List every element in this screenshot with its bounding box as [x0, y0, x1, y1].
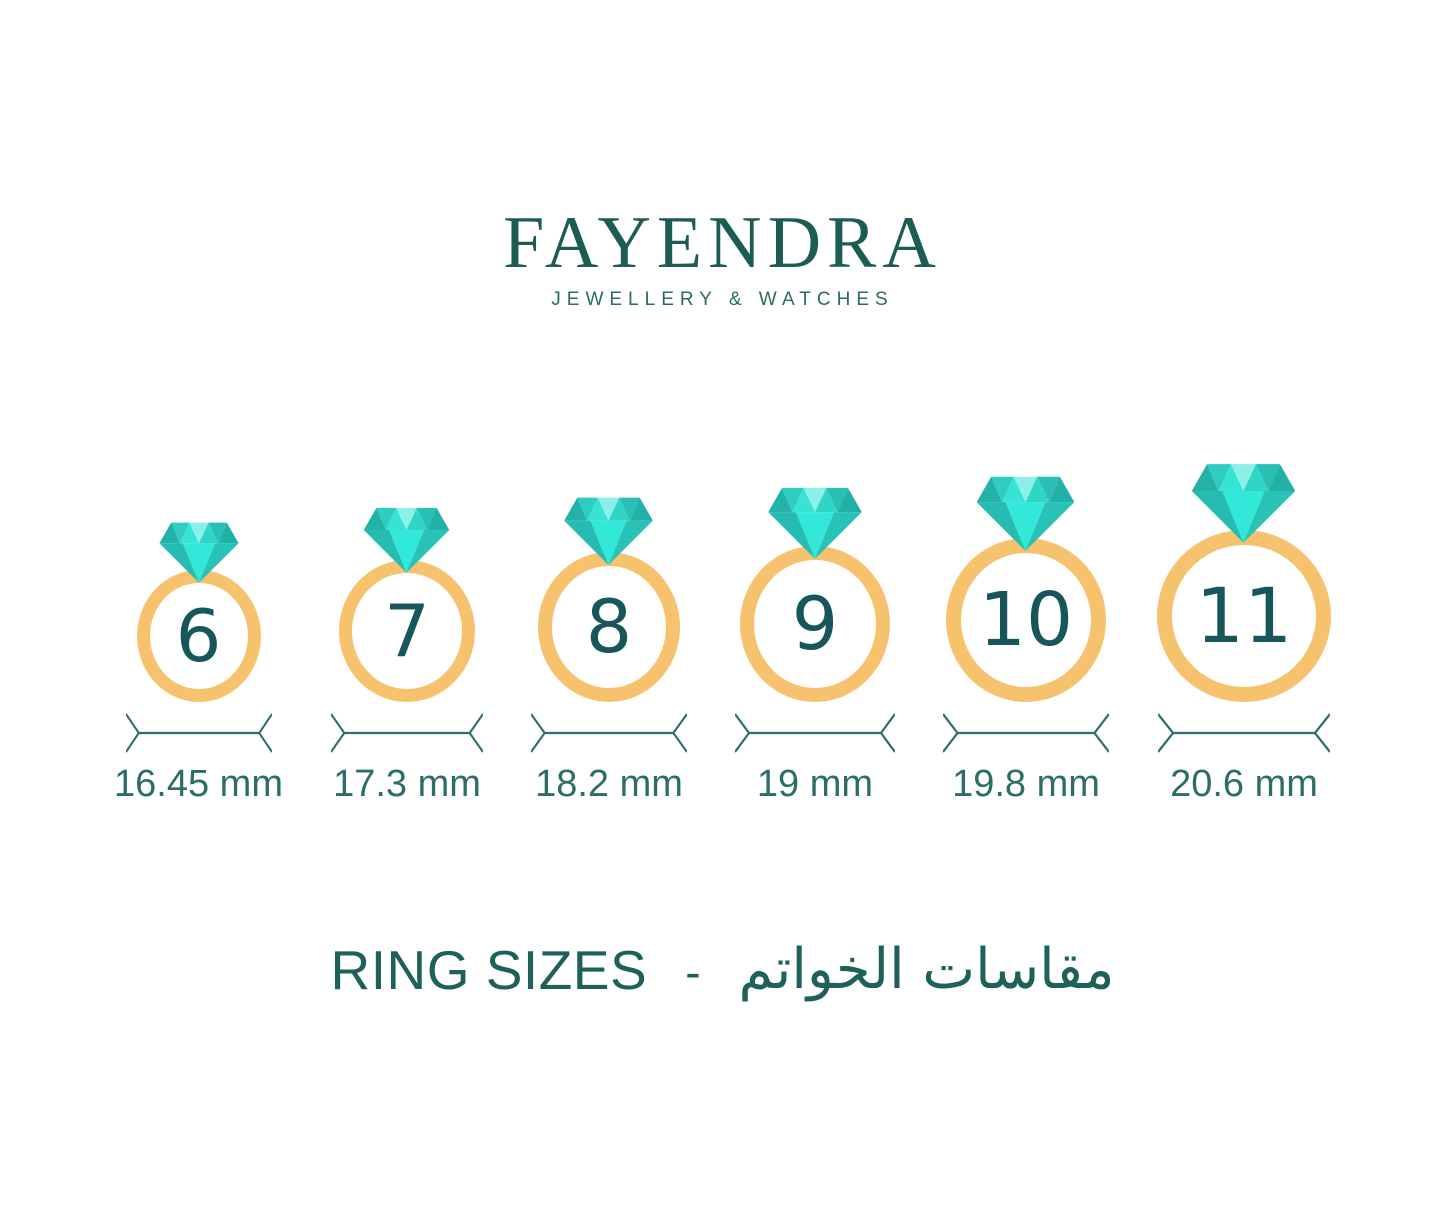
ring-size-number: 11 — [1195, 571, 1293, 660]
ring-band: 10 — [945, 538, 1106, 702]
ring-size-number: 9 — [791, 581, 839, 667]
brand-logo: FAYENDRA JEWELLERY & WATCHES — [0, 206, 1445, 311]
ring-size-number: 6 — [175, 594, 222, 678]
diamond-icon — [768, 487, 862, 559]
ring-band: 9 — [739, 546, 890, 702]
diameter-label: 18.2 mm — [535, 763, 683, 805]
ring-size-number: 10 — [978, 577, 1074, 663]
diameter-label: 20.6 mm — [1170, 763, 1318, 805]
ring-size-number: 8 — [585, 584, 633, 670]
ring-band: 7 — [338, 560, 475, 702]
diameter-label: 19.8 mm — [952, 763, 1100, 805]
diameter-arrow — [734, 713, 895, 753]
chart-title-en: RING SIZES — [330, 938, 648, 1001]
ring-item: 11 20.6 mm — [1156, 462, 1331, 806]
rings-row: 6 16.45 mm 7 — [0, 461, 1445, 806]
diamond-icon — [564, 497, 654, 565]
title-separator-dash: - — [685, 945, 701, 998]
chart-title: RING SIZES - مقاسات الخواتم — [0, 936, 1445, 1003]
diamond-icon — [158, 522, 239, 583]
brand-tagline: JEWELLERY & WATCHES — [551, 289, 894, 310]
ring-band: 8 — [537, 552, 680, 702]
diameter-label: 17.3 mm — [333, 763, 481, 805]
brand-name: FAYENDRA — [503, 202, 942, 284]
ring-item: 7 17.3 mm — [330, 506, 483, 806]
chart-title-ar: مقاسات الخواتم — [738, 937, 1115, 1002]
diameter-arrow — [125, 713, 272, 753]
ring-band: 6 — [136, 570, 261, 702]
diamond-icon — [364, 507, 450, 573]
ring-item: 8 18.2 mm — [530, 496, 687, 806]
diameter-label: 16.45 mm — [114, 763, 283, 805]
ring-size-number: 7 — [384, 589, 430, 673]
ring-band: 11 — [1156, 530, 1331, 702]
ring-item: 6 16.45 mm — [114, 521, 283, 806]
diamond-icon — [1192, 464, 1296, 543]
diamond-icon — [977, 476, 1075, 551]
ring-item: 9 19 mm — [734, 486, 895, 806]
diameter-arrow — [1157, 713, 1330, 753]
diameter-label: 19 mm — [756, 763, 874, 805]
diameter-arrow — [330, 713, 483, 753]
diameter-arrow — [942, 713, 1109, 753]
diameter-arrow — [530, 713, 687, 753]
ring-item: 10 19.8 mm — [942, 475, 1109, 806]
